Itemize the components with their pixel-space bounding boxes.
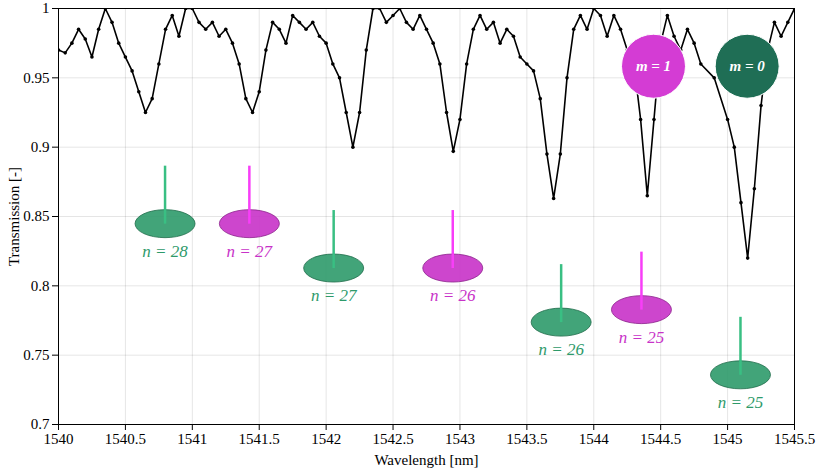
svg-text:Wavelength [nm]: Wavelength [nm]	[374, 452, 478, 468]
svg-text:0.7: 0.7	[31, 416, 50, 432]
svg-text:1541: 1541	[177, 431, 207, 447]
svg-text:n = 27: n = 27	[311, 286, 358, 305]
svg-text:m = 0: m = 0	[730, 58, 766, 74]
svg-text:1542.5: 1542.5	[372, 431, 413, 447]
svg-text:0.9: 0.9	[31, 139, 50, 155]
svg-text:n = 25: n = 25	[718, 393, 763, 412]
svg-text:1540: 1540	[44, 431, 74, 447]
svg-text:1: 1	[42, 0, 50, 16]
svg-text:m = 1: m = 1	[636, 58, 671, 74]
svg-text:0.85: 0.85	[23, 208, 49, 224]
svg-text:1543: 1543	[445, 431, 475, 447]
svg-text:0.8: 0.8	[31, 278, 50, 294]
svg-text:1541.5: 1541.5	[239, 431, 280, 447]
svg-text:0.75: 0.75	[23, 347, 49, 363]
svg-text:1544: 1544	[579, 431, 610, 447]
svg-text:1544.5: 1544.5	[640, 431, 681, 447]
svg-text:0.95: 0.95	[23, 70, 49, 86]
svg-text:1540.5: 1540.5	[105, 431, 146, 447]
svg-text:1542: 1542	[311, 431, 341, 447]
svg-text:1545: 1545	[713, 431, 743, 447]
svg-text:1545.5: 1545.5	[774, 431, 815, 447]
svg-text:n = 26: n = 26	[538, 340, 584, 359]
svg-text:Transmission [-]: Transmission [-]	[6, 167, 22, 266]
svg-text:n = 26: n = 26	[430, 286, 476, 305]
svg-text:1543.5: 1543.5	[506, 431, 547, 447]
svg-text:n = 25: n = 25	[619, 328, 664, 347]
svg-text:n = 27: n = 27	[227, 242, 274, 261]
svg-text:n = 28: n = 28	[142, 242, 188, 261]
